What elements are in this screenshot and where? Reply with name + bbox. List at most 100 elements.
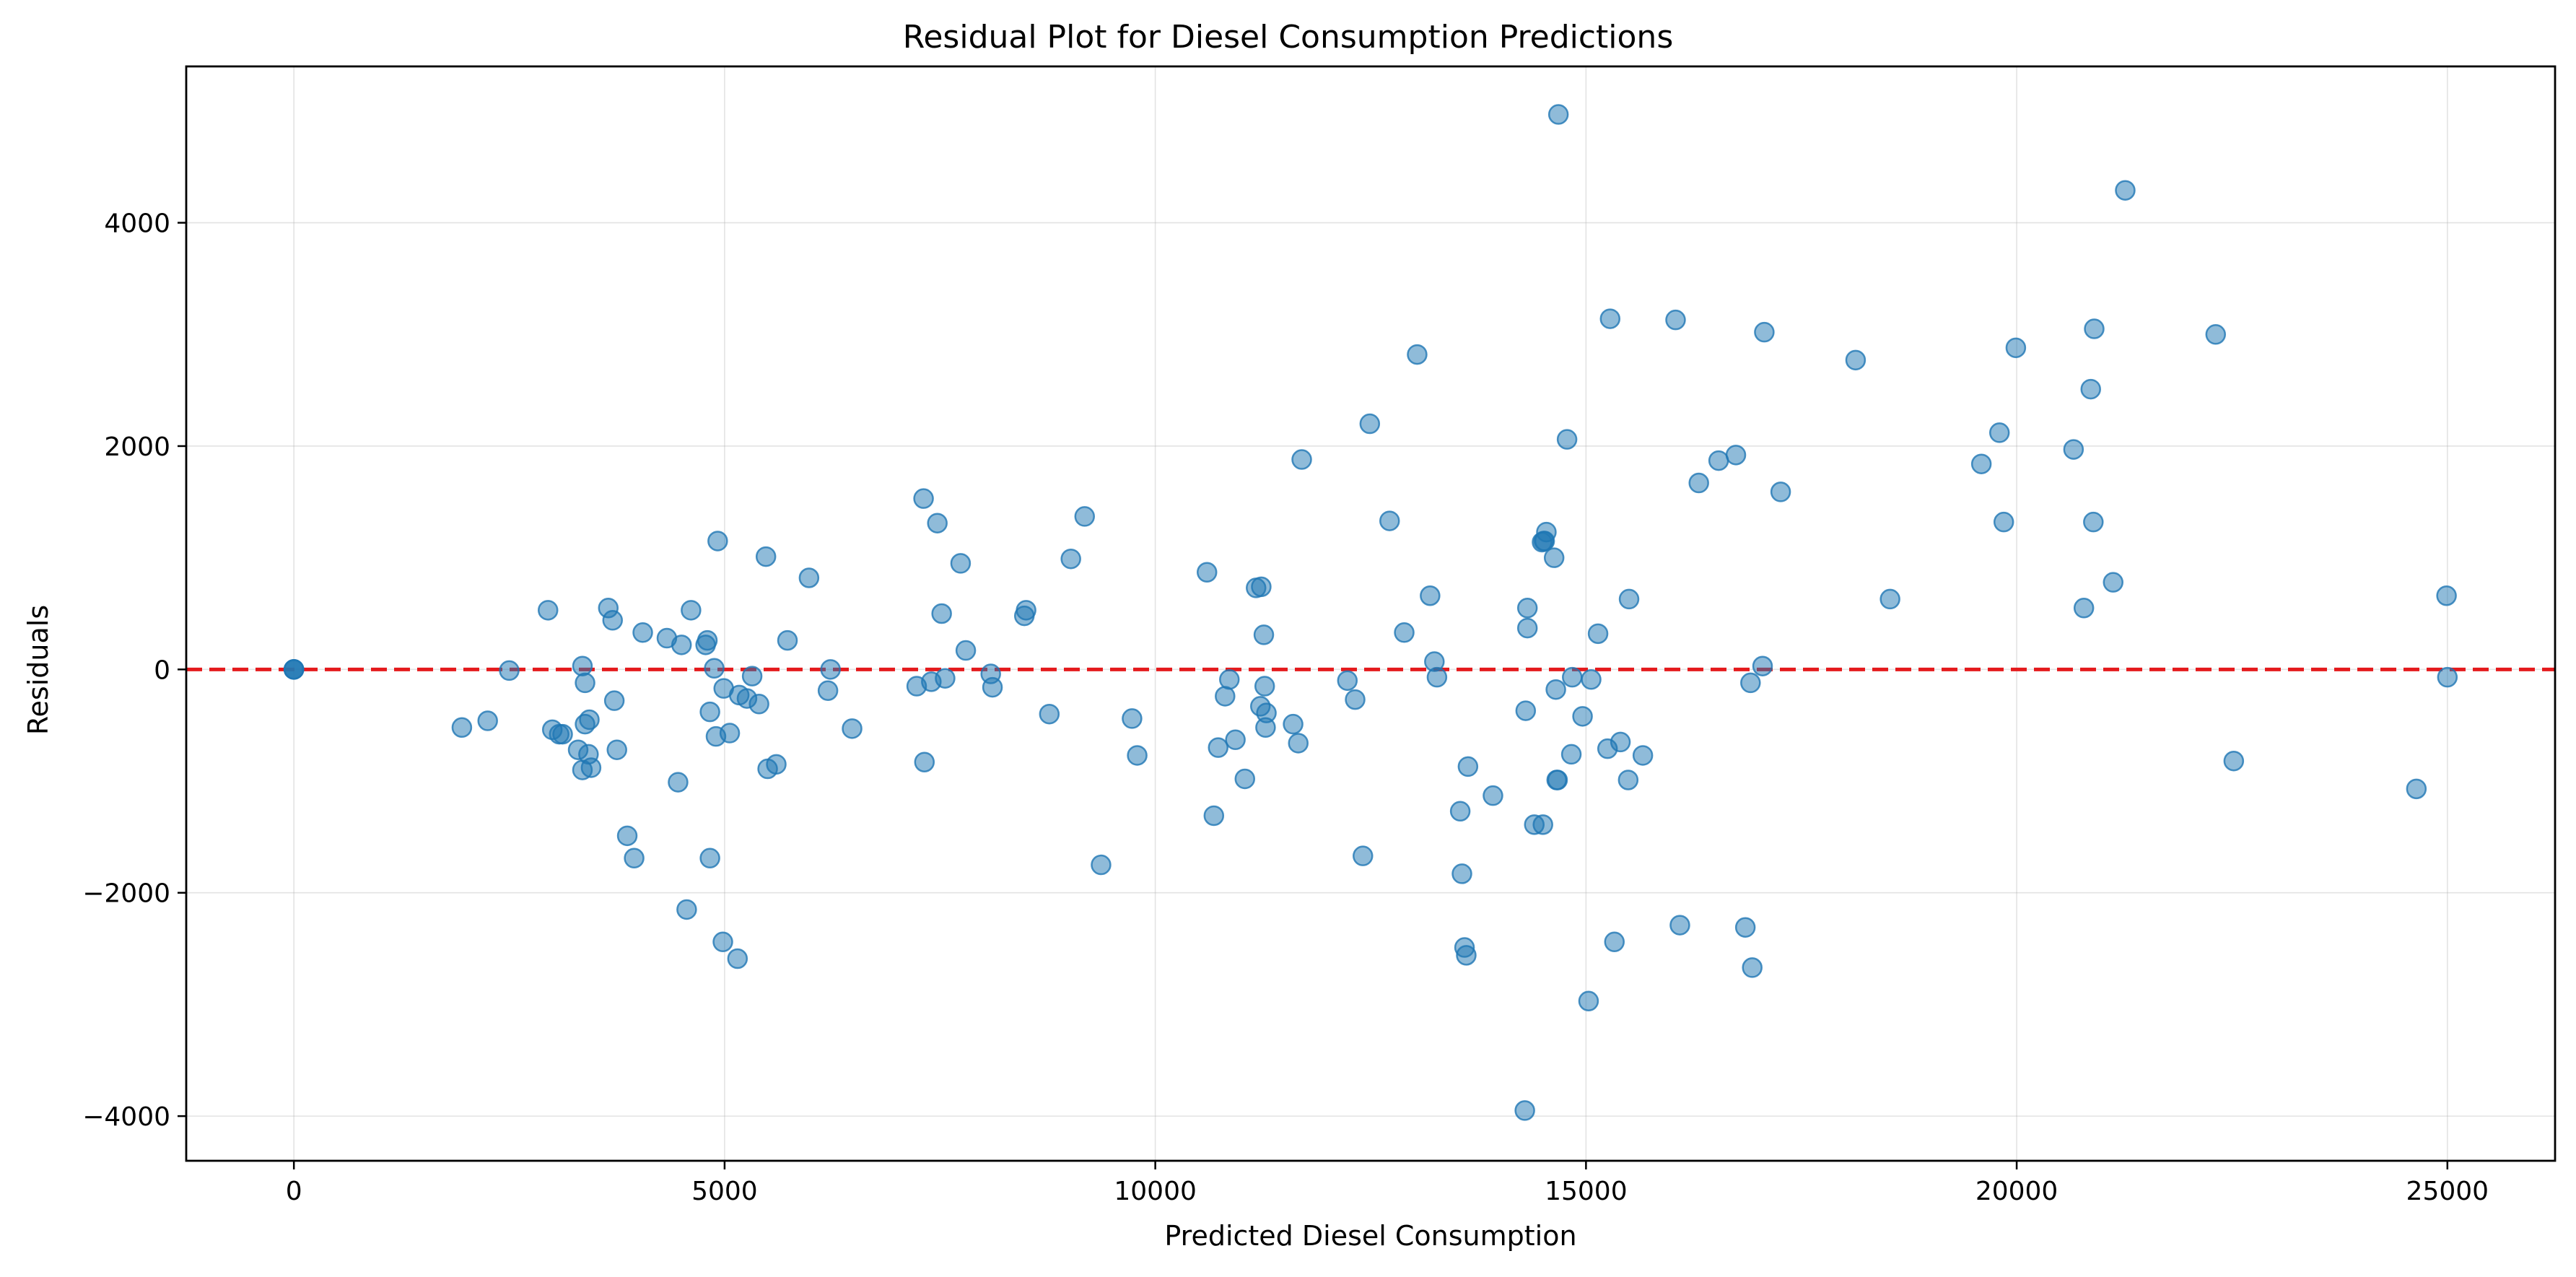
data-point — [1845, 349, 1866, 371]
data-point — [1988, 422, 2010, 443]
data-point — [1708, 450, 1729, 471]
data-point — [699, 847, 720, 869]
x-tick-label: 20000 — [1975, 1177, 2058, 1206]
chart-title: Residual Plot for Diesel Consumption Pre… — [903, 19, 1674, 56]
data-point — [2005, 337, 2027, 359]
data-point — [1426, 666, 1448, 688]
data-point — [1483, 785, 1503, 806]
data-point — [1254, 676, 1275, 697]
data-point — [1578, 990, 1599, 1012]
data-point — [1879, 588, 1900, 610]
data-point — [1618, 588, 1640, 610]
data-point — [1734, 917, 1756, 938]
data-point — [1451, 863, 1472, 884]
data-point — [616, 825, 638, 847]
data-point — [1039, 703, 1060, 725]
data-point — [1599, 308, 1621, 329]
data-point — [632, 622, 653, 643]
y-tick-label: 2000 — [104, 432, 170, 462]
data-point — [1754, 321, 1775, 343]
data-point — [1740, 672, 1761, 694]
data-point — [1556, 429, 1578, 450]
x-axis-ticks: 0 5000 10000 15000 20000 25000 — [286, 1161, 2489, 1206]
x-tick-label: 25000 — [2406, 1177, 2489, 1206]
data-point — [1545, 679, 1566, 700]
x-tick-label: 10000 — [1114, 1177, 1197, 1206]
data-point — [1604, 931, 1625, 953]
data-point — [1127, 745, 1148, 766]
data-point — [931, 603, 952, 624]
data-point — [1456, 945, 1477, 966]
data-point — [1688, 472, 1709, 494]
data-point — [914, 751, 935, 772]
data-point — [699, 701, 720, 723]
data-point — [1291, 449, 1312, 470]
x-tick-label: 15000 — [1545, 1177, 1628, 1206]
data-point — [1288, 733, 1309, 754]
data-point — [1122, 708, 1143, 729]
data-point — [538, 600, 559, 621]
data-point — [748, 694, 769, 715]
data-point — [1060, 548, 1081, 570]
data-point — [671, 635, 692, 655]
data-point — [1394, 622, 1415, 643]
data-point — [697, 629, 718, 651]
data-point — [477, 710, 498, 731]
data-point — [1581, 669, 1602, 690]
data-point — [2437, 666, 2458, 688]
data-point — [1770, 481, 1791, 502]
data-point — [1203, 805, 1225, 827]
data-point — [727, 948, 748, 969]
data-point — [2103, 572, 2124, 593]
data-point — [1225, 729, 1246, 751]
data-point — [2406, 778, 2427, 800]
data-point — [2084, 318, 2105, 339]
data-point — [1547, 770, 1568, 790]
data-point — [575, 672, 595, 694]
data-point — [624, 847, 645, 869]
data-point — [2115, 180, 2136, 201]
data-point — [1420, 585, 1441, 606]
data-point — [1016, 600, 1036, 621]
data-point — [681, 600, 702, 621]
data-point — [579, 709, 600, 731]
data-point — [1632, 745, 1654, 766]
data-point — [777, 629, 798, 651]
data-point — [766, 754, 787, 775]
data-point — [1234, 768, 1256, 790]
data-point — [755, 546, 777, 567]
x-axis-label: Predicted Diesel Consumption — [1164, 1220, 1576, 1252]
data-point — [1514, 1100, 1535, 1121]
data-point — [2223, 750, 2245, 772]
data-point — [1253, 624, 1275, 645]
data-point — [676, 899, 697, 920]
data-point — [719, 723, 741, 744]
data-point — [1074, 506, 1096, 527]
data-point — [1337, 670, 1358, 692]
data-point — [820, 659, 841, 680]
data-point — [1196, 562, 1218, 583]
y-axis-ticks: −4000 −2000 0 2000 4000 — [82, 209, 186, 1132]
data-point — [1208, 737, 1229, 758]
data-point — [572, 655, 593, 676]
data-point — [1283, 713, 1304, 735]
data-point — [935, 668, 956, 689]
data-point — [1665, 309, 1686, 331]
data-point — [1215, 686, 1236, 707]
data-point — [1587, 623, 1609, 645]
data-point — [1560, 744, 1582, 765]
data-point — [2083, 511, 2104, 533]
data-point — [1516, 598, 1538, 619]
x-tick-label: 5000 — [691, 1177, 758, 1206]
data-point — [1516, 617, 1538, 639]
data-point — [1407, 344, 1428, 365]
data-point — [1256, 702, 1277, 723]
data-point — [2080, 378, 2101, 400]
data-point — [552, 723, 573, 745]
x-tick-label: 0 — [286, 1177, 302, 1206]
data-point — [1515, 700, 1537, 721]
data-point — [1457, 756, 1479, 777]
data-point — [1617, 770, 1639, 790]
data-point — [606, 739, 627, 760]
data-point — [1752, 655, 1773, 676]
